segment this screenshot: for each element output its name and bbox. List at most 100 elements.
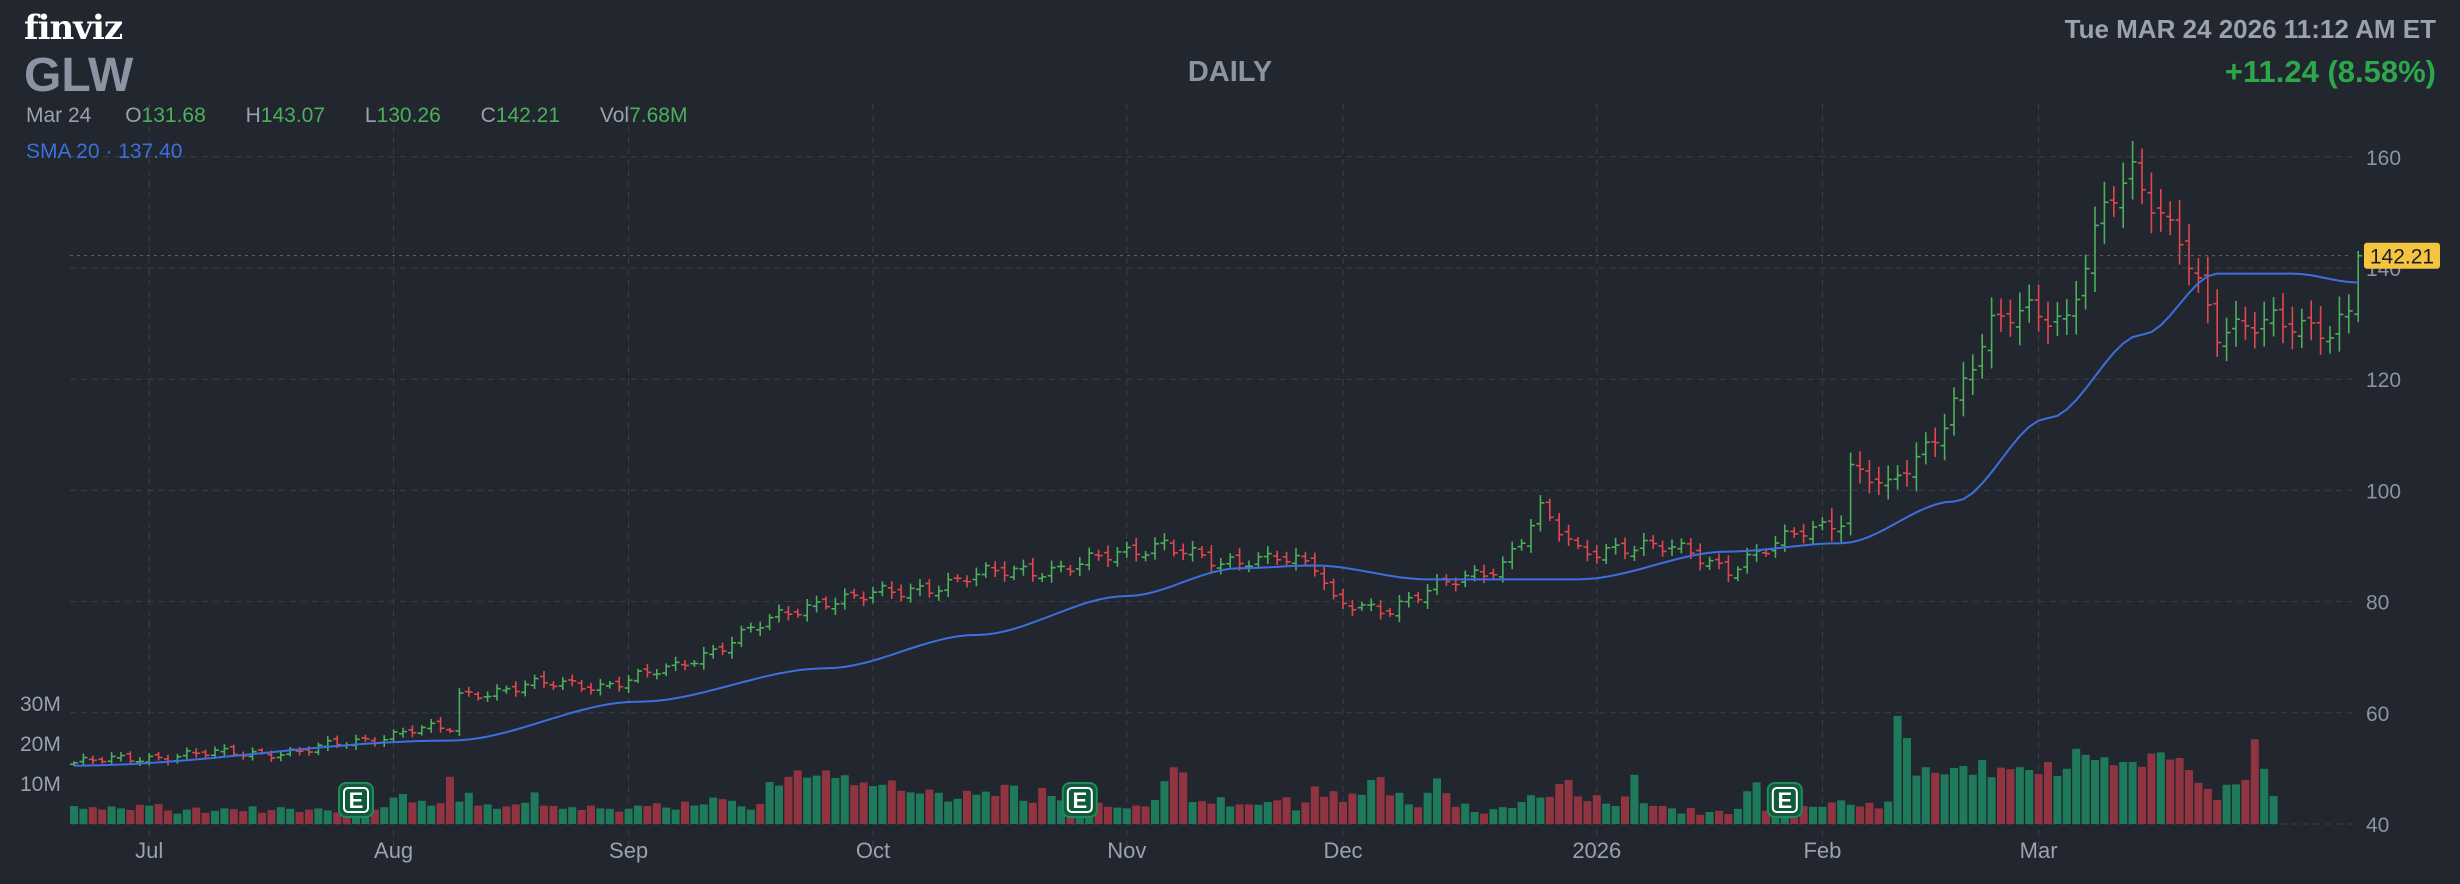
- earnings-marker-badge: [1061, 782, 1098, 818]
- volume-bar: [389, 797, 398, 824]
- volume-bar: [596, 808, 605, 824]
- sma-legend[interactable]: SMA 20 · 137.40: [26, 140, 182, 164]
- volume-bar: [859, 782, 868, 824]
- volume-bar: [1715, 810, 1723, 824]
- volume-bar: [1809, 806, 1817, 824]
- volume-bar: [154, 804, 163, 824]
- ohlc-bar: [1489, 568, 1498, 580]
- finviz-logo[interactable]: finviz: [24, 8, 123, 48]
- volume-bar: [756, 804, 765, 824]
- ohlc-bar: [1940, 413, 1949, 461]
- volume-bar: [709, 797, 718, 824]
- ohlc-bar: [1997, 298, 2005, 333]
- open-value: 131.68: [141, 104, 206, 127]
- ohlc-bar: [1226, 553, 1235, 568]
- volume-bar: [1480, 813, 1488, 824]
- volume-bar: [126, 810, 135, 824]
- volume-bar: [107, 806, 116, 824]
- ohlc-bar: [1498, 556, 1507, 583]
- ohlc-bar: [2091, 206, 2099, 293]
- last-price-tag: 142.21: [2364, 242, 2440, 269]
- y-tick-label: 120: [2366, 369, 2401, 392]
- volume-bar: [1950, 768, 1958, 824]
- y-tick-label: 80: [2366, 592, 2389, 615]
- volume-bar: [276, 807, 285, 824]
- volume-bar: [1733, 808, 1742, 824]
- ohlc-bar: [615, 676, 624, 692]
- ohlc-bar: [934, 585, 943, 601]
- ohlc-bar: [1348, 599, 1357, 617]
- volume-tick-label: 10M: [20, 773, 61, 796]
- volume-bar: [615, 811, 624, 824]
- volume-bar: [850, 785, 859, 824]
- earnings-marker[interactable]: E: [1766, 782, 1803, 818]
- ohlc-bar: [2128, 140, 2137, 200]
- ohlc-bar: [1668, 539, 1676, 556]
- volume-bar: [1508, 808, 1517, 824]
- volume-bar: [1959, 766, 1968, 824]
- volume-bar: [2006, 769, 2015, 824]
- ohlc-bar: [1583, 539, 1592, 562]
- volume-bar: [1179, 772, 1188, 824]
- ohlc-bar: [1169, 539, 1178, 557]
- volume-tick-label: 20M: [20, 733, 61, 756]
- ohlc-bar: [737, 625, 746, 648]
- volume-bar: [681, 801, 689, 824]
- ohlc-bar: [1085, 547, 1094, 571]
- ohlc-bar: [1715, 553, 1723, 570]
- volume-bar: [1818, 806, 1827, 824]
- volume-bar: [652, 803, 661, 824]
- earnings-marker[interactable]: E: [338, 782, 374, 818]
- ohlc-bar: [1132, 537, 1141, 562]
- ohlc-bar: [1517, 539, 1526, 551]
- earnings-marker[interactable]: E: [1061, 782, 1098, 818]
- volume-bar: [2203, 788, 2212, 824]
- ohlc-bar: [2006, 299, 2015, 337]
- ohlc-bar: [192, 748, 201, 758]
- volume-bar: [98, 809, 107, 824]
- volume-bar: [1846, 804, 1855, 824]
- x-tick-label: Jul: [135, 838, 163, 863]
- volume-bar: [1151, 800, 1159, 824]
- x-tick-label: Oct: [856, 838, 890, 863]
- high-value: 143.07: [260, 104, 326, 127]
- volume-bar: [2062, 768, 2071, 824]
- ohlc-bar: [587, 682, 595, 695]
- volume-bars: [70, 716, 2278, 824]
- volume-bar: [145, 805, 154, 824]
- volume-bar: [164, 810, 172, 824]
- ohlc-bar: [98, 757, 107, 764]
- datetime-label: Tue MAR 24 2026 11:12 AM ET: [2064, 14, 2436, 44]
- ohlc-bar: [916, 579, 924, 597]
- ohlc-bar: [709, 644, 718, 659]
- ohlc-bar: [859, 591, 868, 607]
- ohlc-bar: [1978, 333, 1987, 379]
- ohlc-bar: [1404, 591, 1413, 608]
- volume-bar: [1282, 797, 1291, 824]
- ohlc-bar: [1395, 595, 1404, 623]
- volume-bar: [1235, 804, 1244, 824]
- ohlc-bar: [840, 588, 849, 610]
- ohlc-bar: [568, 674, 577, 687]
- ohlc-bar: [793, 608, 802, 618]
- volume-bar: [1376, 777, 1385, 824]
- volume-bar: [2175, 758, 2184, 824]
- ohlc-bar: [2119, 162, 2128, 229]
- earnings-marker-label: E: [349, 788, 364, 813]
- ohlc-bar: [558, 677, 567, 691]
- x-tick-label: Feb: [1803, 838, 1841, 863]
- ohlc-bar: [869, 586, 877, 604]
- ohlc-bar: [831, 597, 840, 616]
- ohlc-bar: [2072, 281, 2081, 335]
- volume-bar: [643, 806, 652, 824]
- open-label: O: [125, 104, 142, 127]
- ohlc-bar: [803, 599, 812, 622]
- ohlc-bar: [1630, 545, 1639, 561]
- ohlc-bar: [1254, 552, 1263, 569]
- volume-bar: [540, 805, 548, 824]
- volume-bar: [1019, 800, 1028, 824]
- volume-bar: [1038, 788, 1047, 824]
- volume-bar: [1574, 796, 1582, 824]
- volume-bar: [775, 785, 783, 824]
